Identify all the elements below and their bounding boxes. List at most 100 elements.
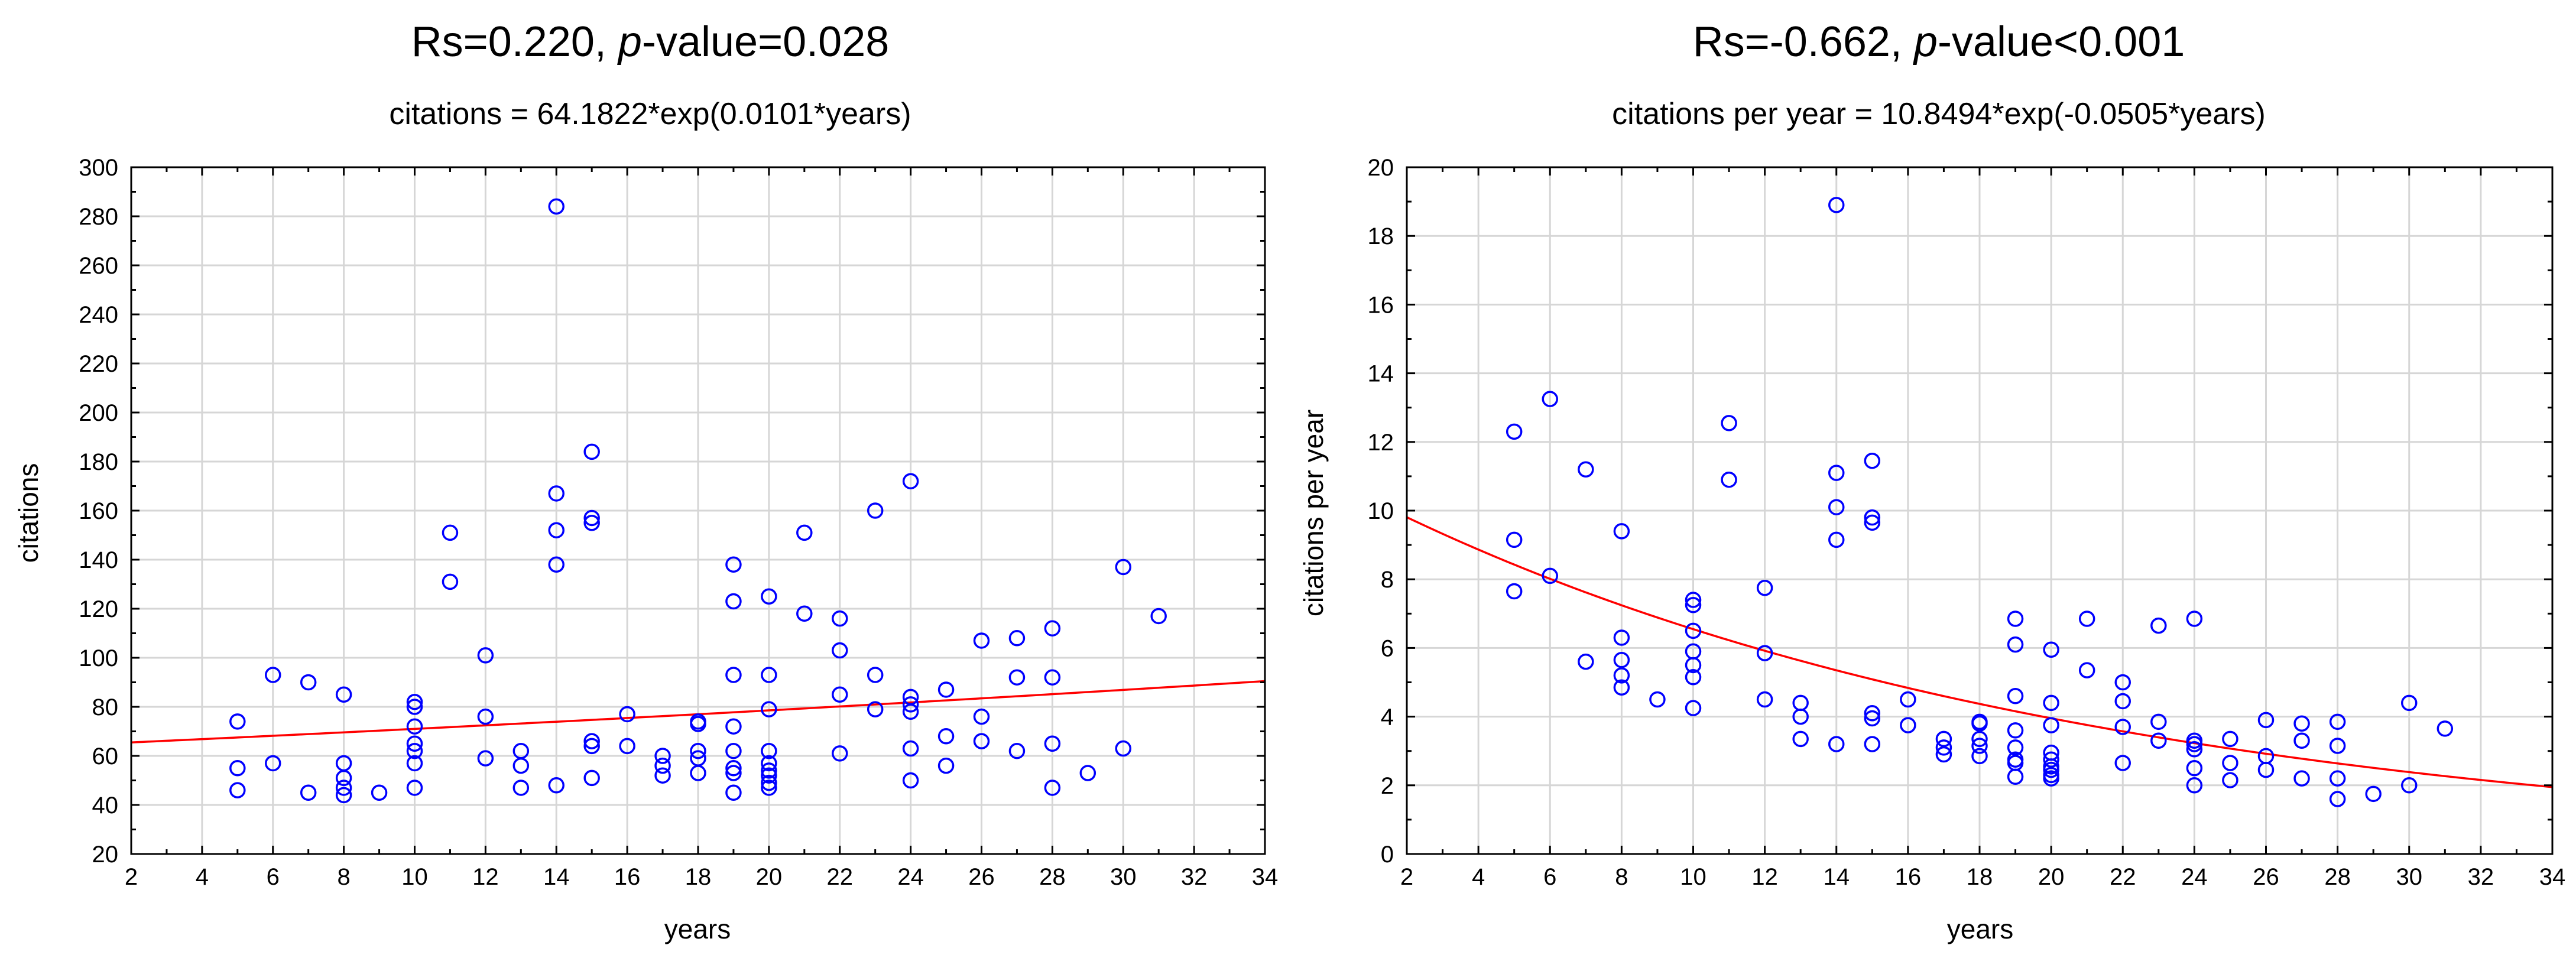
data-point xyxy=(725,593,742,610)
data-point xyxy=(583,515,600,531)
data-point xyxy=(832,745,848,762)
data-point xyxy=(229,760,246,777)
data-point xyxy=(2257,761,2275,778)
data-point xyxy=(1792,708,1809,725)
data-point xyxy=(619,706,635,723)
data-point xyxy=(1971,715,1988,732)
data-point xyxy=(406,718,423,735)
x-tick-label: 22 xyxy=(2110,864,2136,890)
y-tick-label: 160 xyxy=(79,498,118,524)
y-tick-label: 200 xyxy=(79,400,118,426)
data-point xyxy=(1864,710,1881,727)
x-tick-label: 34 xyxy=(1252,864,1279,890)
data-point xyxy=(2007,755,2024,771)
x-tick-label: 26 xyxy=(968,864,995,890)
data-point xyxy=(619,738,635,755)
data-point xyxy=(1578,653,1594,670)
data-point xyxy=(1864,705,1881,722)
data-point xyxy=(937,728,955,745)
data-point xyxy=(1044,735,1061,752)
data-point xyxy=(937,757,955,774)
data-point xyxy=(725,667,742,683)
fit-curve xyxy=(1407,516,2552,788)
data-point xyxy=(2257,712,2275,729)
x-tick-label: 12 xyxy=(1751,864,1778,890)
data-point xyxy=(690,765,706,781)
data-point xyxy=(1079,765,1096,781)
chart-panel-right: Rs=-0.662, p-value<0.001 citations per y… xyxy=(1298,18,2565,944)
data-point xyxy=(548,556,564,573)
data-point xyxy=(229,713,246,730)
data-point xyxy=(2186,760,2203,777)
data-point xyxy=(1115,740,1131,757)
data-point xyxy=(832,686,848,703)
x-tick-label: 26 xyxy=(2253,864,2279,890)
data-point xyxy=(2150,732,2167,749)
data-point xyxy=(583,769,600,787)
x-tick-label: 18 xyxy=(685,864,712,890)
data-point xyxy=(1971,730,1988,748)
data-point xyxy=(2186,736,2203,752)
data-point xyxy=(725,742,742,759)
x-tick-label: 4 xyxy=(1472,864,1485,890)
y-axis-label-left: citations xyxy=(13,463,44,563)
data-point xyxy=(2293,732,2310,749)
data-point xyxy=(548,198,564,215)
data-point xyxy=(832,642,848,659)
data-point xyxy=(1649,691,1666,708)
x-tick-label: 12 xyxy=(472,864,499,890)
data-point xyxy=(2186,610,2203,627)
data-point xyxy=(761,588,777,605)
data-point xyxy=(371,784,388,801)
data-point xyxy=(1685,657,1702,674)
data-point xyxy=(442,524,459,541)
data-point xyxy=(265,667,281,683)
y-tick-label: 100 xyxy=(79,645,118,671)
data-point xyxy=(902,772,919,789)
data-point xyxy=(1971,738,1988,754)
data-point xyxy=(2293,715,2310,732)
data-point xyxy=(442,573,459,590)
data-point xyxy=(761,701,777,717)
data-point xyxy=(300,674,317,691)
y-tick-label: 40 xyxy=(92,793,119,819)
data-point xyxy=(1044,620,1061,636)
data-point xyxy=(1685,622,1702,639)
y-tick-label: 2 xyxy=(1381,773,1394,799)
data-point xyxy=(2329,770,2346,787)
data-point xyxy=(229,782,246,798)
data-point xyxy=(2365,785,2382,803)
data-point xyxy=(761,755,777,772)
data-point xyxy=(2007,768,2024,785)
data-point xyxy=(406,742,423,759)
data-point xyxy=(406,780,423,796)
data-point xyxy=(548,777,564,794)
data-point xyxy=(902,473,919,489)
data-point xyxy=(761,762,777,779)
y-tick-label: 180 xyxy=(79,449,118,475)
x-tick-label: 14 xyxy=(543,864,570,890)
data-point xyxy=(654,757,671,774)
data-point xyxy=(1828,197,1845,213)
y-tick-label: 8 xyxy=(1381,567,1394,593)
data-point xyxy=(406,693,423,710)
data-point xyxy=(2222,772,2238,788)
data-point xyxy=(1685,592,1702,608)
y-axis-label-right: citations per year xyxy=(1298,410,1329,616)
data-point xyxy=(973,733,990,749)
data-point xyxy=(1008,630,1026,647)
data-point xyxy=(1044,669,1061,686)
chart-title-left: Rs=0.220, p-value=0.028 xyxy=(411,18,890,66)
data-point xyxy=(265,755,281,772)
y-tick-label: 10 xyxy=(1368,498,1394,524)
data-point xyxy=(1864,514,1881,531)
x-tick-label: 2 xyxy=(125,864,138,890)
data-point xyxy=(1613,667,1630,684)
data-point xyxy=(867,667,884,683)
x-tick-label: 32 xyxy=(2468,864,2494,890)
data-point xyxy=(973,708,990,725)
data-point xyxy=(2329,791,2346,807)
chart-panel-left: Rs=0.220, p-value=0.028 citations = 64.1… xyxy=(13,18,1278,944)
data-point xyxy=(973,632,990,649)
data-point xyxy=(583,509,600,527)
